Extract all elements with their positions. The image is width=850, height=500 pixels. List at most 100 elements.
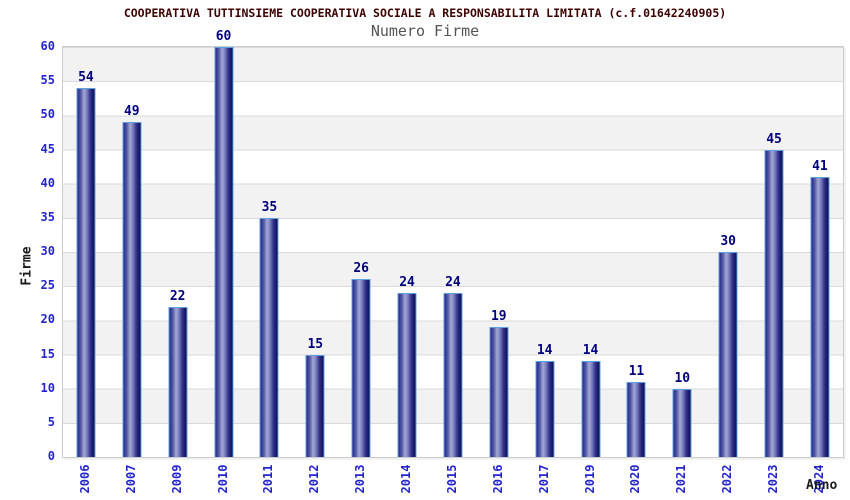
bar-value-label: 14 [582, 343, 599, 359]
y-tick-label: 35 [40, 209, 55, 224]
bar-2020 [626, 381, 646, 457]
y-tick-label: 45 [40, 141, 55, 156]
bar-value-label: 49 [123, 104, 140, 120]
bar-cell-2021: 10 [659, 47, 705, 457]
bar-2011 [259, 217, 279, 457]
bar-cell-2017: 14 [522, 47, 568, 457]
x-tick-label: 2009 [169, 464, 184, 494]
x-tick-cell: 2013 [337, 458, 383, 500]
x-tick-label: 2021 [674, 464, 689, 494]
bar-2010 [214, 47, 234, 457]
bar-cell-2009: 22 [155, 47, 201, 457]
bar-value-label: 14 [536, 343, 553, 359]
bar-cell-2020: 11 [614, 47, 660, 457]
bar-cell-2012: 15 [292, 47, 338, 457]
bar-cell-2022: 30 [705, 47, 751, 457]
x-tick-cell: 2023 [750, 458, 796, 500]
x-tick-cell: 2016 [475, 458, 521, 500]
y-tick-label: 55 [40, 73, 55, 88]
x-tick-label: 2010 [215, 464, 230, 494]
bar-cell-2010: 60 [201, 30, 247, 457]
bars-container: 54 49 22 60 35 15 26 24 24 19 14 14 11 10 30 45 41 [63, 30, 843, 457]
x-tick-label: 2016 [490, 464, 505, 494]
bar-cell-2019: 14 [568, 47, 614, 457]
y-tick-label: 25 [40, 278, 55, 293]
x-tick-cell: 2015 [429, 458, 475, 500]
x-tick-label: 2019 [582, 464, 597, 494]
bar-cell-2011: 35 [247, 47, 293, 457]
x-tick-label: 2014 [399, 464, 414, 494]
x-tick-cell: 2012 [291, 458, 337, 500]
bar-2007 [122, 122, 142, 457]
x-tick-label: 2020 [628, 464, 643, 494]
bar-cell-2013: 26 [338, 47, 384, 457]
bar-value-label: 54 [78, 70, 94, 85]
bar-value-label: 22 [169, 288, 186, 304]
bar-cell-2015: 24 [430, 47, 476, 457]
bar-value-label: 10 [674, 370, 691, 386]
x-tick-label: 2023 [766, 464, 781, 494]
y-tick-label: 60 [40, 39, 55, 53]
x-tick-cell: 2022 [704, 458, 750, 500]
chart-title: COOPERATIVA TUTTINSIEME COOPERATIVA SOCI… [123, 6, 727, 20]
bar-2006 [76, 88, 96, 457]
bar-cell-2023: 45 [751, 47, 797, 457]
x-tick-cell: 2017 [521, 458, 567, 500]
chart-subtitle: Numero Firme [370, 22, 480, 40]
bar-value-label: 45 [766, 131, 782, 147]
bar-2009 [168, 306, 188, 457]
y-tick-label: 50 [40, 107, 55, 122]
bar-cell-2016: 19 [476, 47, 522, 457]
bar-2016 [489, 327, 509, 457]
bar-cell-2006: 54 [63, 47, 109, 457]
bar-2013 [351, 279, 371, 457]
x-axis-title: Anno [806, 478, 838, 493]
y-tick-label: 20 [40, 312, 55, 327]
y-tick-label: 10 [40, 380, 55, 395]
bar-value-label: 26 [353, 261, 370, 277]
bar-value-label: 41 [812, 158, 828, 174]
x-axis-ticks: 2006 2007 2009 2010 2011 2012 2013 2014 2015 2016… [62, 458, 842, 500]
bar-2022 [718, 252, 738, 457]
x-tick-cell: 2006 [62, 458, 108, 500]
x-tick-label: 2015 [444, 464, 459, 494]
plot-area: 54 49 22 60 35 15 26 24 24 19 14 14 11 10 30 45 41 [62, 30, 844, 458]
x-tick-label: 2012 [307, 464, 322, 494]
x-tick-cell: 2009 [154, 458, 200, 500]
x-tick-cell: 2011 [246, 458, 292, 500]
x-tick-label: 2006 [77, 464, 92, 494]
bar-2019 [581, 361, 601, 457]
x-tick-cell: 2021 [658, 458, 704, 500]
x-tick-label: 2007 [123, 464, 138, 494]
bar-value-label: 11 [628, 363, 645, 379]
bar-2017 [535, 361, 555, 457]
x-tick-cell: 2014 [383, 458, 429, 500]
bar-cell-2024: 41 [797, 47, 843, 457]
bar-cell-2014: 24 [384, 47, 430, 457]
x-tick-cell: 2020 [613, 458, 659, 500]
bar-value-label: 30 [720, 234, 737, 249]
y-tick-label: 5 [47, 414, 55, 429]
bar-2015 [443, 293, 463, 457]
x-tick-cell: 2007 [108, 458, 154, 500]
x-tick-cell: 2010 [200, 458, 246, 500]
x-tick-label: 2011 [261, 464, 276, 494]
y-tick-label: 30 [40, 244, 55, 258]
bar-2014 [397, 293, 417, 457]
x-tick-label: 2022 [720, 464, 735, 494]
y-tick-label: 0 [47, 449, 55, 463]
bar-value-label: 19 [490, 309, 507, 325]
bar-value-label: 24 [399, 275, 415, 290]
bar-value-label: 24 [445, 275, 461, 290]
y-tick-label: 15 [40, 346, 55, 361]
x-tick-label: 2013 [353, 464, 368, 494]
bar-2021 [672, 388, 692, 457]
x-tick-cell: 2019 [567, 458, 613, 500]
bar-value-label: 15 [307, 336, 324, 352]
x-tick-label: 2017 [536, 464, 551, 494]
bar-cell-2007: 49 [109, 47, 155, 457]
y-tick-label: 40 [40, 175, 55, 190]
bar-2023 [764, 149, 784, 457]
bar-value-label: 60 [215, 29, 232, 44]
